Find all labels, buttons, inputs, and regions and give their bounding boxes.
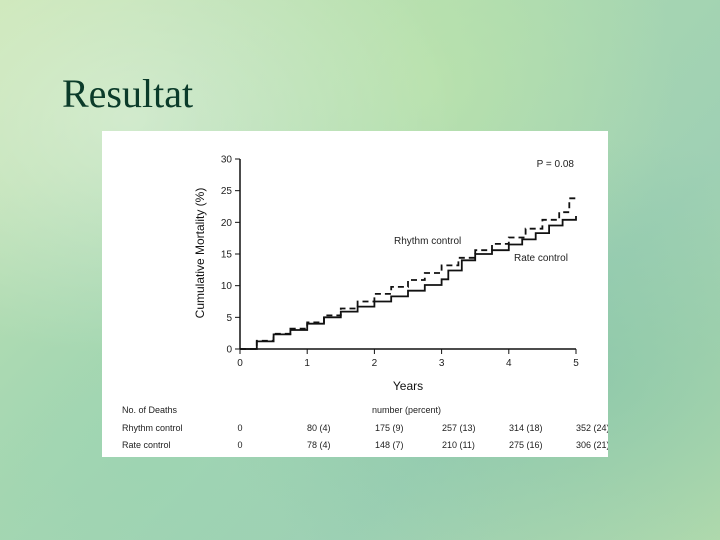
y-tick-label: 5 (226, 313, 232, 324)
figure-panel: 0 5 10 15 20 25 30 0 1 2 3 4 5 P = 0.08 Rhythm contr… (102, 131, 608, 457)
risk-table-cell: 275 (16) (509, 440, 543, 450)
chart-annotations: P = 0.08 Rhythm control Rate control Yea… (193, 159, 574, 393)
risk-table-cell: 352 (24) (576, 423, 608, 433)
x-tick-label: 5 (573, 358, 579, 369)
y-tick-label: 25 (221, 186, 233, 197)
x-tick-label: 1 (304, 358, 310, 369)
risk-table-cell: 306 (21) (576, 440, 608, 450)
risk-table: No. of Deaths number (percent) Rhythm co… (122, 405, 608, 450)
series-label-rhythm: Rhythm control (394, 236, 461, 247)
risk-table-cell: 148 (7) (375, 440, 404, 450)
y-axis-title: Cumulative Mortality (%) (193, 188, 207, 319)
rate-control-line (240, 216, 577, 350)
risk-table-cell: 78 (4) (307, 440, 331, 450)
risk-table-row-label: Rate control (122, 440, 171, 450)
x-tick-label: 3 (439, 358, 445, 369)
x-tick-label: 0 (237, 358, 243, 369)
y-tick-label: 30 (221, 155, 233, 166)
risk-table-cell: 257 (13) (442, 423, 476, 433)
y-tick-label: 0 (226, 345, 232, 356)
risk-table-cell: 0 (237, 423, 242, 433)
x-axis-title: Years (393, 379, 423, 393)
slide-title: Resultat (62, 71, 194, 116)
risk-table-header-value: number (percent) (372, 405, 441, 415)
y-tick-label: 20 (221, 218, 233, 229)
x-tick-label: 4 (506, 358, 512, 369)
x-tick-label: 2 (372, 358, 378, 369)
y-tick-label: 10 (221, 281, 233, 292)
risk-table-cell: 314 (18) (509, 423, 543, 433)
y-tick-label: 15 (221, 250, 233, 261)
chart-axes: 0 5 10 15 20 25 30 0 1 2 3 4 5 (221, 155, 579, 370)
risk-table-cell: 175 (9) (375, 423, 404, 433)
risk-table-header-label: No. of Deaths (122, 405, 178, 415)
risk-table-row-label: Rhythm control (122, 423, 183, 433)
risk-table-cell: 80 (4) (307, 423, 331, 433)
mortality-chart: 0 5 10 15 20 25 30 0 1 2 3 4 5 P = 0.08 Rhythm contr… (122, 155, 608, 451)
risk-table-cell: 210 (11) (442, 440, 475, 450)
chart-series (240, 197, 577, 350)
p-value-label: P = 0.08 (537, 159, 575, 170)
series-label-rate: Rate control (514, 253, 568, 264)
risk-table-cell: 0 (237, 440, 242, 450)
rhythm-control-line (240, 197, 577, 350)
